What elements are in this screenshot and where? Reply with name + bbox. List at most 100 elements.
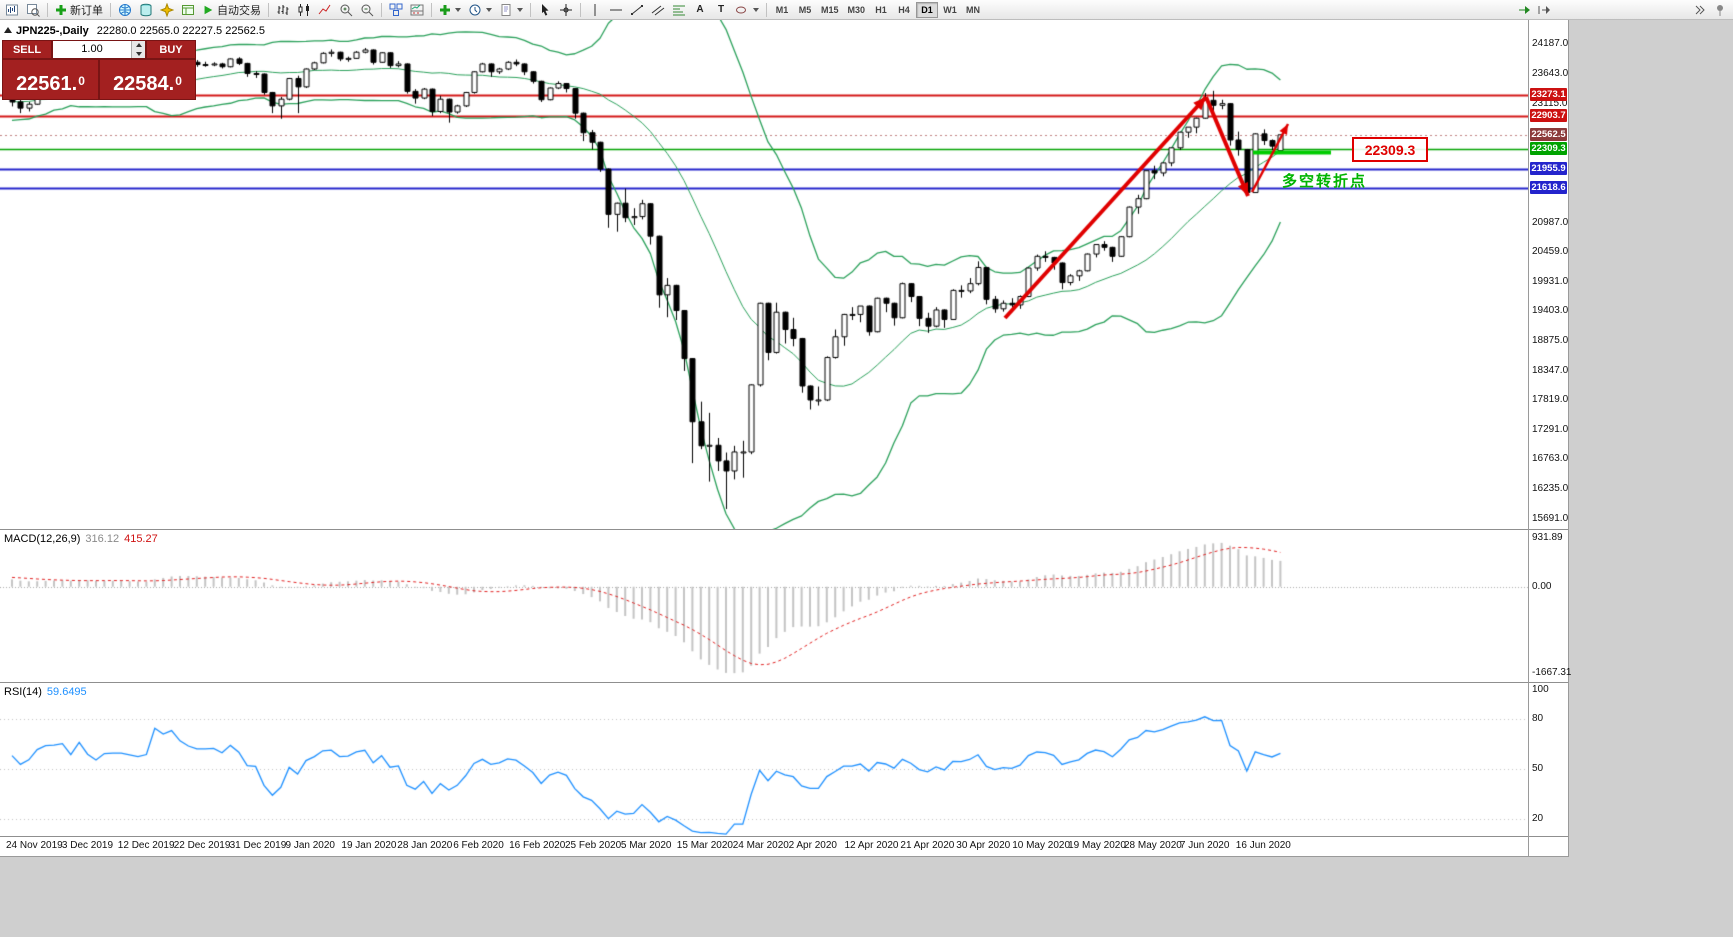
price-annotation-box[interactable]: 22309.3: [1352, 137, 1428, 162]
globe-icon: [119, 3, 131, 16]
price-axis-badge: 21955.9: [1530, 161, 1567, 175]
date-label: 19 Jan 2020: [341, 840, 397, 851]
label-tool-button[interactable]: T: [711, 1, 731, 19]
rsi-panel-separator[interactable]: [0, 682, 1568, 683]
vertical-line-icon: [594, 3, 596, 16]
timeframe-m5-button[interactable]: M5: [794, 2, 816, 18]
macd-scale-label: 931.89: [1532, 532, 1563, 543]
buy-price: 22584.: [113, 73, 175, 95]
plus-icon: [56, 4, 66, 15]
timeframe-m15-button[interactable]: M15: [817, 2, 843, 18]
price-axis-label: 15691.0: [1532, 513, 1569, 524]
date-label: 12 Apr 2020: [844, 840, 899, 851]
line-chart-icon: [318, 4, 331, 14]
profiles-button[interactable]: [23, 1, 43, 19]
price-axis-label: 16763.0: [1532, 453, 1569, 465]
timeframe-h1-button[interactable]: H1: [870, 2, 892, 18]
channel-tool-button[interactable]: [648, 1, 668, 19]
text-tool-button[interactable]: A: [690, 1, 710, 19]
buy-button[interactable]: BUY: [146, 40, 196, 59]
sell-button[interactable]: SELL: [2, 40, 52, 59]
rsi-scale-label: 50: [1532, 763, 1544, 775]
timeframe-mn-button[interactable]: MN: [962, 2, 984, 18]
line-chart-button[interactable]: [315, 1, 335, 19]
price-scale-separator: [1528, 20, 1529, 856]
date-label: 30 Apr 2020: [956, 840, 1011, 851]
rsi-panel-canvas[interactable]: [0, 683, 1528, 836]
vertical-line-tool-button[interactable]: [585, 1, 605, 19]
date-label: 24 Mar 2020: [732, 840, 789, 851]
periods-button[interactable]: [465, 1, 495, 19]
date-label: 16 Feb 2020: [509, 840, 566, 851]
chevron-down-icon: [517, 7, 523, 12]
price-scale[interactable]: 24187.0 23643.0 23115.0 20987.0 20459.0 19931…: [1529, 20, 1572, 856]
new-chart-button[interactable]: [2, 1, 22, 19]
one-click-collapse-arrow[interactable]: [4, 27, 12, 33]
shapes-tool-button[interactable]: [732, 1, 762, 19]
trendline-tool-button[interactable]: [627, 1, 647, 19]
date-label: 3 Dec 2019: [61, 840, 114, 851]
volume-input[interactable]: 1.00: [81, 43, 103, 55]
bar-chart-icon: [277, 4, 289, 15]
auto-scroll-icon: [1519, 6, 1530, 14]
toolbar-separator: [431, 2, 432, 17]
triangle-up-icon: [135, 43, 142, 48]
macd-main-value: 316.12: [85, 533, 120, 545]
data-window-button[interactable]: [136, 1, 156, 19]
chart-shift-button[interactable]: [1534, 1, 1554, 19]
pin-icon: [1717, 5, 1723, 16]
terminal-panel-icon: [182, 4, 194, 15]
date-label: 22 Dec 2019: [173, 840, 231, 851]
toolbar-separator: [381, 2, 382, 17]
cursor-tool-button[interactable]: [535, 1, 555, 19]
toolbar-separator: [530, 2, 531, 17]
turning-point-note[interactable]: 多空转折点: [1282, 173, 1368, 190]
one-click-trading-panel: SELL 1.00 BUY 22561. 0 22584. 0: [2, 40, 196, 100]
macd-panel-separator[interactable]: [0, 529, 1568, 530]
zoom-in-button[interactable]: [336, 1, 356, 19]
chart-shift-icon: [1538, 6, 1550, 14]
main-chart-canvas[interactable]: [0, 20, 1528, 529]
timeframe-d1-button[interactable]: D1: [916, 1, 939, 18]
template-page-icon: [501, 3, 511, 16]
navigator-button[interactable]: [157, 1, 177, 19]
toolbar-separator: [268, 2, 269, 17]
zoom-out-button[interactable]: [357, 1, 377, 19]
timeframe-m1-button[interactable]: M1: [771, 2, 793, 18]
timeframe-w1-button[interactable]: W1: [939, 2, 961, 18]
fibonacci-icon: [673, 5, 685, 15]
toolbar-overflow-button[interactable]: [1690, 1, 1710, 19]
price-axis-label: 23643.0: [1532, 68, 1569, 80]
indicator-window-button[interactable]: [407, 1, 427, 19]
buy-price-tile[interactable]: 22584. 0: [99, 59, 196, 100]
time-scale[interactable]: 24 Nov 2019 3 Dec 2019 12 Dec 2019 22 Dec 2…: [0, 837, 1528, 856]
macd-panel-canvas[interactable]: [0, 530, 1528, 682]
auto-trading-button[interactable]: 自动交易: [199, 1, 264, 19]
toolbar-right-group: [1514, 1, 1554, 19]
toolbar-separator: [110, 2, 111, 17]
candlestick-chart-button[interactable]: [294, 1, 314, 19]
toolbar-pin-button[interactable]: [1710, 1, 1730, 19]
sell-price-tile[interactable]: 22561. 0: [2, 59, 99, 100]
macd-scale-label: 0.00: [1532, 580, 1552, 592]
timeframe-h4-button[interactable]: H4: [893, 2, 915, 18]
crosshair-tool-button[interactable]: [556, 1, 576, 19]
auto-trading-label: 自动交易: [217, 4, 261, 17]
zoom-in-icon: [340, 4, 353, 16]
market-watch-button[interactable]: [115, 1, 135, 19]
auto-scroll-button[interactable]: [1514, 1, 1534, 19]
volume-down-button[interactable]: [132, 49, 145, 58]
tile-windows-button[interactable]: [386, 1, 406, 19]
new-order-button[interactable]: 新订单: [52, 1, 106, 19]
timeframe-m30-button[interactable]: M30: [844, 2, 870, 18]
volume-up-button[interactable]: [132, 41, 145, 50]
rsi-scale-label: 80: [1532, 713, 1544, 725]
price-axis-label: 17819.0: [1532, 394, 1569, 406]
terminal-button[interactable]: [178, 1, 198, 19]
macd-scale-label: -1667.31: [1532, 667, 1572, 678]
fibonacci-tool-button[interactable]: [669, 1, 689, 19]
bar-chart-button[interactable]: [273, 1, 293, 19]
add-indicator-button[interactable]: [436, 1, 464, 19]
horizontal-line-tool-button[interactable]: [606, 1, 626, 19]
templates-button[interactable]: [496, 1, 526, 19]
